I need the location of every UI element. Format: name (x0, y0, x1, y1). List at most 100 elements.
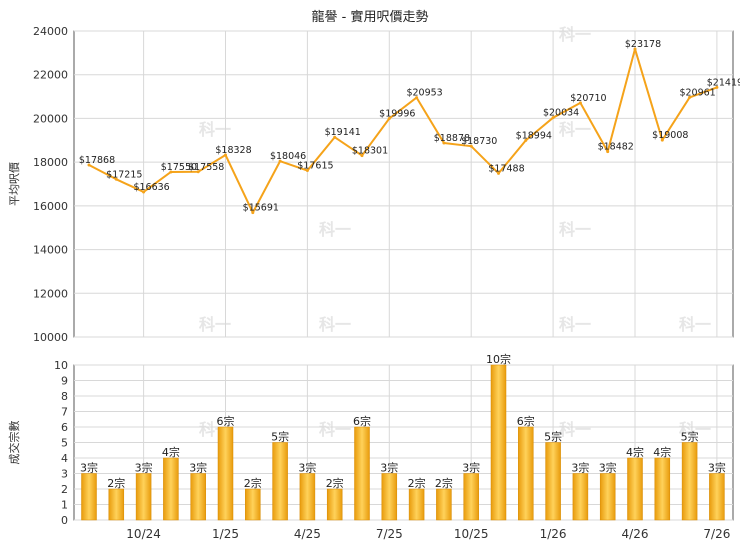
price-point (606, 150, 610, 154)
price-data-label: $20961 (679, 87, 715, 98)
price-data-label: $20953 (406, 88, 442, 99)
line-y-tick-label: 18000 (33, 156, 68, 169)
price-data-label: $18301 (352, 146, 388, 157)
price-point (578, 101, 582, 105)
bar-y-tick-label: 3 (61, 468, 68, 481)
price-data-label: $20710 (570, 93, 606, 104)
price-point (142, 190, 146, 194)
watermark-text: 科一 (679, 420, 711, 439)
bar-y-tick-label: 8 (61, 390, 68, 403)
price-point (415, 96, 419, 100)
price-point (497, 171, 500, 175)
transaction-bar (190, 473, 206, 521)
bar-data-label: 2宗 (435, 476, 453, 490)
price-data-label: $17868 (79, 155, 115, 166)
watermark-text: 科一 (679, 315, 711, 334)
price-point (660, 138, 664, 142)
price-data-label: $23178 (625, 39, 661, 50)
price-data-label: $18994 (516, 130, 552, 141)
transaction-bar (490, 364, 507, 521)
price-data-label: $17558 (188, 162, 224, 173)
transaction-bar (463, 473, 479, 521)
price-data-label: $18046 (270, 151, 306, 162)
transaction-bar (326, 488, 343, 521)
transaction-bar (272, 442, 288, 521)
bar-y-tick-label: 6 (61, 421, 68, 434)
bar-data-label: 5宗 (681, 430, 699, 444)
bar-y-axis-label: 成交宗數 (7, 421, 21, 465)
price-point (387, 117, 391, 121)
price-data-label: $16636 (133, 182, 169, 193)
price-data-label: $18328 (215, 145, 251, 156)
transaction-bar (381, 473, 398, 521)
x-tick-label: 10/25 (454, 527, 489, 541)
bar-data-label: 3宗 (462, 461, 480, 475)
price-point (360, 154, 364, 158)
price-data-label: $19141 (325, 127, 361, 138)
watermark-text: 科一 (199, 120, 231, 139)
line-y-axis-label: 平均呎價 (7, 162, 21, 206)
line-y-tick-label: 24000 (33, 25, 68, 38)
price-point (551, 116, 555, 120)
x-tick-label: 1/25 (212, 527, 239, 541)
bar-data-label: 2宗 (326, 476, 344, 490)
price-data-label: $15691 (243, 203, 279, 214)
transaction-bar (572, 473, 589, 521)
bar-y-tick-label: 7 (61, 406, 68, 419)
bar-data-label: 4宗 (162, 445, 180, 459)
transaction-bar (599, 473, 616, 521)
x-tick-label: 4/25 (294, 527, 321, 541)
price-data-label: $18482 (598, 142, 634, 153)
price-point (278, 159, 282, 163)
price-data-label: $21419 (707, 77, 740, 88)
transaction-bar (518, 426, 534, 521)
watermark-text: 科一 (319, 220, 351, 239)
price-data-label: $17488 (488, 163, 524, 174)
bar-y-tick-label: 2 (61, 483, 68, 496)
bar-data-label: 6宗 (217, 414, 235, 428)
transaction-bar (654, 457, 671, 521)
price-data-label: $17215 (106, 169, 142, 180)
x-tick-label: 7/25 (376, 527, 403, 541)
line-y-tick-label: 10000 (33, 331, 68, 344)
transaction-bar (163, 457, 179, 521)
line-y-tick-label: 14000 (33, 244, 68, 257)
bar-y-tick-label: 5 (61, 437, 68, 450)
price-point (305, 169, 309, 173)
bar-data-label: 3宗 (571, 461, 589, 475)
price-data-label: $19996 (379, 109, 415, 120)
bar-y-tick-label: 9 (61, 375, 68, 388)
watermark-text: 科一 (559, 120, 591, 139)
price-point (469, 144, 473, 148)
bar-data-label: 5宗 (544, 430, 562, 444)
watermark-text: 科一 (559, 420, 591, 439)
line-y-tick-label: 12000 (33, 287, 68, 300)
transaction-bar (627, 457, 643, 521)
transaction-bar (135, 473, 152, 521)
bar-data-label: 3宗 (380, 461, 398, 475)
x-tick-label: 10/24 (126, 527, 161, 541)
bar-data-label: 2宗 (107, 476, 125, 490)
bar-data-label: 3宗 (708, 461, 726, 475)
transaction-bar (709, 473, 725, 521)
transaction-bar (245, 488, 261, 521)
transaction-bar (436, 488, 452, 521)
price-point (114, 177, 118, 181)
line-y-tick-label: 16000 (33, 200, 68, 213)
price-point (633, 47, 637, 51)
price-point (688, 95, 692, 99)
bar-data-label: 3宗 (189, 461, 207, 475)
bar-data-label: 6宗 (353, 414, 371, 428)
price-point (524, 138, 528, 142)
price-point (442, 141, 446, 145)
bar-data-label: 3宗 (599, 461, 617, 475)
line-y-tick-label: 22000 (33, 69, 68, 82)
bar-y-tick-label: 10 (54, 359, 68, 372)
chart-title: 龍譽 - 實用呎價走勢 (311, 10, 429, 25)
watermark-text: 科一 (559, 220, 591, 239)
price-point (251, 211, 255, 215)
bar-data-label: 2宗 (408, 476, 426, 490)
price-point (333, 135, 337, 139)
price-point (196, 170, 200, 174)
